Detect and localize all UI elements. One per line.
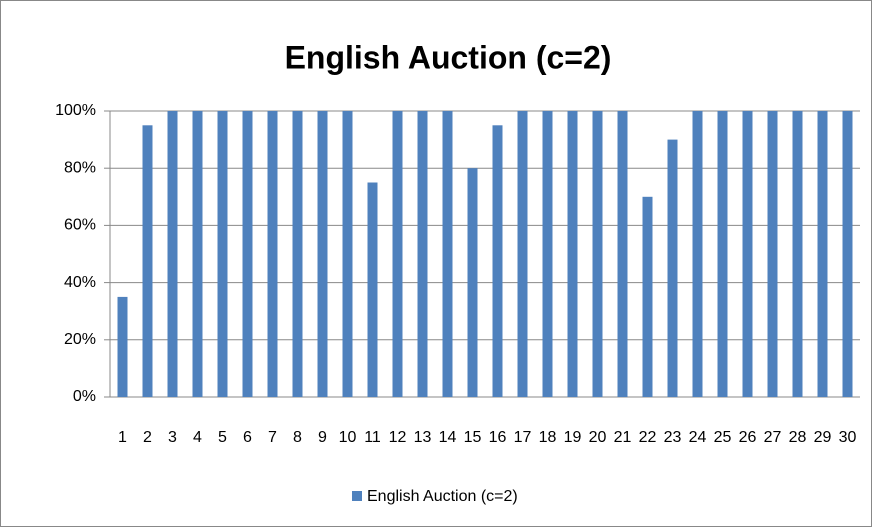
bar <box>517 111 528 397</box>
x-tick-label: 27 <box>764 429 782 446</box>
x-tick-label: 5 <box>218 429 227 446</box>
y-tick-label: 0% <box>73 388 96 405</box>
bar <box>667 139 678 397</box>
x-tick-label: 9 <box>318 429 327 446</box>
bar <box>392 111 403 397</box>
x-tick-label: 12 <box>389 429 407 446</box>
legend-swatch <box>352 491 362 501</box>
x-tick-label: 3 <box>168 429 177 446</box>
bar <box>167 111 178 397</box>
x-tick-label: 11 <box>364 429 381 446</box>
bar <box>817 111 828 397</box>
bar <box>767 111 778 397</box>
y-tick-label: 100% <box>55 102 96 119</box>
legend-label: English Auction (c=2) <box>367 488 518 505</box>
y-tick-label: 80% <box>64 159 96 176</box>
bar <box>467 168 478 397</box>
bar <box>292 111 303 397</box>
x-tick-label: 17 <box>514 429 532 446</box>
y-tick-label: 60% <box>64 217 96 234</box>
bar <box>842 111 853 397</box>
x-tick-label: 21 <box>614 429 632 446</box>
x-tick-label: 29 <box>814 429 832 446</box>
bar <box>217 111 228 397</box>
bar <box>342 111 353 397</box>
bar <box>117 296 128 397</box>
x-tick-label: 18 <box>539 429 557 446</box>
bar <box>542 111 553 397</box>
y-tick-label: 20% <box>64 331 96 348</box>
bar <box>792 111 803 397</box>
bar <box>692 111 703 397</box>
bar <box>442 111 453 397</box>
x-tick-label: 19 <box>564 429 582 446</box>
x-tick-label: 14 <box>439 429 457 446</box>
y-tick-label: 40% <box>64 274 96 291</box>
x-tick-label: 6 <box>243 429 252 446</box>
bar <box>642 196 653 397</box>
bar <box>192 111 203 397</box>
x-tick-label: 13 <box>414 429 432 446</box>
chart-title: English Auction (c=2) <box>285 39 612 75</box>
bar <box>142 125 153 398</box>
bar <box>592 111 603 397</box>
x-tick-label: 26 <box>739 429 757 446</box>
bar <box>567 111 578 397</box>
bar <box>492 125 503 398</box>
x-tick-label: 8 <box>293 429 302 446</box>
x-tick-label: 23 <box>664 429 682 446</box>
bar <box>267 111 278 397</box>
x-tick-label: 16 <box>489 429 507 446</box>
x-tick-label: 2 <box>143 429 152 446</box>
bar <box>242 111 253 397</box>
x-tick-label: 7 <box>268 429 277 446</box>
bar <box>617 111 628 397</box>
bar <box>417 111 428 397</box>
x-tick-label: 25 <box>714 429 732 446</box>
x-tick-label: 20 <box>589 429 607 446</box>
x-tick-label: 4 <box>193 429 202 446</box>
x-tick-label: 10 <box>339 429 357 446</box>
bar <box>317 111 328 397</box>
bar <box>367 182 378 397</box>
x-tick-label: 22 <box>639 429 657 446</box>
bar <box>742 111 753 397</box>
x-tick-label: 30 <box>839 429 857 446</box>
x-tick-label: 15 <box>464 429 482 446</box>
x-tick-label: 24 <box>689 429 707 446</box>
x-tick-label: 1 <box>118 429 127 446</box>
bar <box>717 111 728 397</box>
x-tick-label: 28 <box>789 429 807 446</box>
